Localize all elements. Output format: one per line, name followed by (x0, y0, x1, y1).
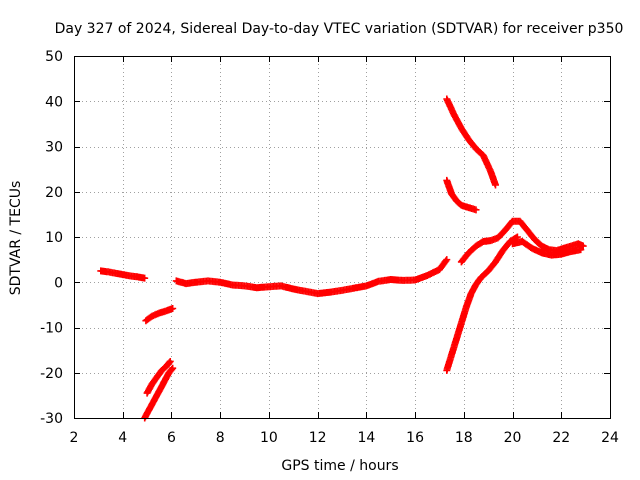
series-arc-6 (443, 95, 499, 189)
series-arc-4 (141, 364, 177, 422)
series-arc-8 (443, 233, 521, 374)
y-tick-label: 40 (45, 94, 63, 110)
y-tick-label: 10 (45, 230, 63, 246)
data-point (442, 257, 450, 265)
data-point (141, 274, 149, 282)
x-tick-label: 10 (260, 430, 278, 446)
y-tick-label: 20 (45, 185, 63, 201)
grid (74, 56, 610, 418)
x-tick-label: 16 (406, 430, 424, 446)
data-point (472, 206, 480, 214)
x-tick-label: 14 (357, 430, 375, 446)
x-tick-label: 4 (118, 430, 127, 446)
series-arc-2 (142, 304, 177, 325)
series-arc-1 (97, 267, 149, 282)
data-point (491, 181, 499, 189)
series-arc-10 (509, 238, 585, 259)
data-point (169, 364, 177, 372)
data-point (165, 359, 173, 367)
y-tick-label: -30 (40, 411, 63, 427)
data-point (579, 242, 587, 250)
x-tick-label: 18 (455, 430, 473, 446)
x-tick-label: 12 (309, 430, 327, 446)
x-tick-label: 20 (504, 430, 522, 446)
y-tick-label: -10 (40, 321, 63, 337)
plot-frame (74, 56, 611, 419)
series-arc-5 (172, 256, 451, 298)
y-tick-label: 0 (54, 275, 63, 291)
data-point (169, 304, 177, 312)
data-point (168, 365, 176, 373)
data-point (577, 246, 585, 254)
x-tick-label: 24 (601, 430, 619, 446)
series-arc-3 (143, 357, 174, 397)
x-tick-label: 6 (167, 430, 176, 446)
data-point (443, 256, 451, 264)
chart-title: Day 327 of 2024, Sidereal Day-to-day VTE… (55, 21, 624, 37)
x-tick-label: 2 (70, 430, 79, 446)
x-axis-title: GPS time / hours (281, 458, 398, 474)
x-tick-label: 22 (552, 430, 570, 446)
y-axis-title: SDTVAR / TECUs (8, 181, 24, 296)
x-tick-label: 8 (216, 430, 225, 446)
y-tick-label: 50 (45, 49, 63, 65)
y-tick-label: 30 (45, 140, 63, 156)
y-tick-label: -20 (40, 366, 63, 382)
data-point (166, 357, 174, 365)
data-marks (97, 95, 587, 422)
series-arc-7 (443, 176, 480, 214)
